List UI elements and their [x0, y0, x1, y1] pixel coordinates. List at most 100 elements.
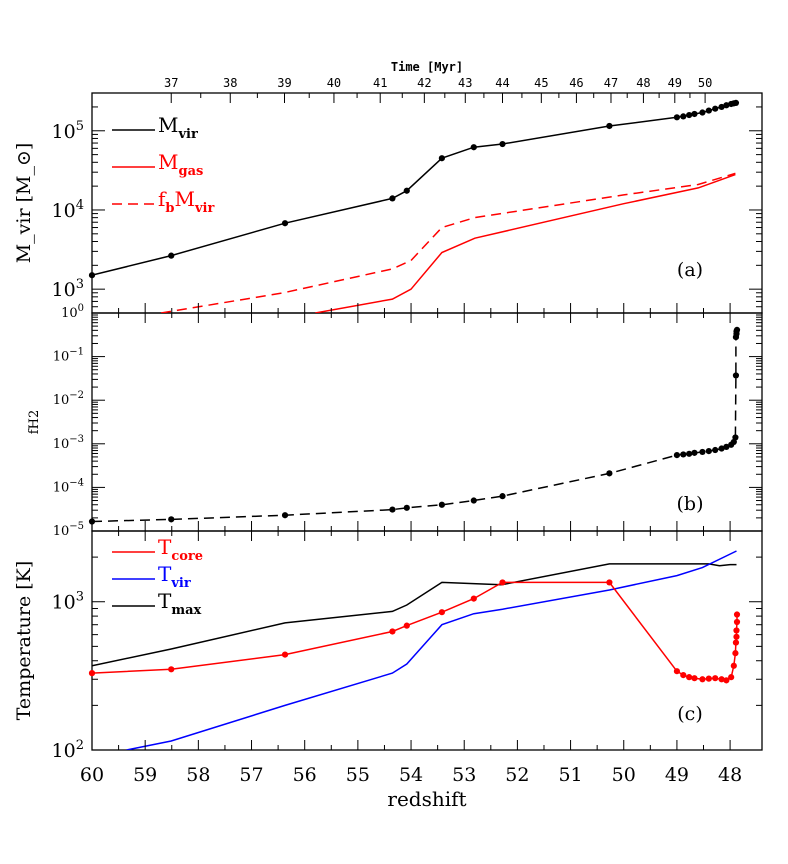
- data-point: [712, 446, 719, 454]
- x-tick-label: 58: [186, 764, 210, 786]
- data-point: [699, 448, 706, 456]
- data-point: [705, 448, 712, 455]
- x-tick-label: 54: [399, 764, 423, 786]
- data-point: [699, 676, 706, 683]
- data-point: [733, 326, 741, 333]
- data-point: [403, 504, 410, 511]
- data-point: [281, 512, 289, 519]
- x-tick-label: 60: [80, 764, 104, 786]
- data-point: [470, 497, 477, 504]
- series-line-t-vir: [126, 550, 737, 750]
- data-point: [712, 675, 719, 682]
- data-point: [723, 443, 730, 450]
- top-tick-label: 43: [458, 76, 472, 90]
- panel-b-frame: [91, 312, 763, 532]
- legend-label: Mvir: [158, 113, 198, 142]
- data-point: [403, 187, 410, 194]
- y-tick-label: 10−1: [53, 347, 84, 365]
- data-point: [733, 627, 740, 634]
- data-point: [88, 670, 96, 677]
- data-point: [732, 99, 740, 106]
- panel-c-label: (c): [677, 703, 702, 725]
- data-point: [733, 611, 741, 618]
- x-tick-label: 49: [665, 764, 689, 786]
- data-point: [718, 676, 725, 683]
- legend-label: Mgas: [158, 150, 203, 179]
- data-point: [712, 105, 719, 112]
- series-line-fh2: [92, 329, 738, 523]
- y-tick-label: 103: [52, 277, 84, 301]
- data-point: [168, 252, 175, 259]
- x-tick-label: 59: [133, 764, 157, 786]
- data-point: [606, 470, 613, 477]
- data-point: [499, 493, 506, 500]
- top-tick-label: 46: [569, 76, 583, 90]
- data-point: [438, 609, 445, 616]
- axis-labels: Time [Myr] redshift M_vir [M_⊙] (a) fH2 (b)…: [13, 60, 704, 811]
- series-line-m-gas: [315, 173, 736, 313]
- data-point: [606, 122, 613, 130]
- series-line-t-core: [92, 581, 738, 682]
- data-point: [718, 445, 725, 452]
- y-tick-label: 10−4: [53, 477, 84, 495]
- data-point: [686, 450, 693, 457]
- data-point: [686, 674, 693, 681]
- top-tick-label: 42: [417, 76, 431, 90]
- data-point: [389, 506, 396, 513]
- data-point: [88, 272, 96, 279]
- y-tick-label: 100: [61, 303, 84, 321]
- x-tick-label: 53: [452, 764, 476, 786]
- y-tick-label: 10−5: [53, 521, 84, 539]
- x-tick-label: 56: [293, 764, 317, 786]
- data-point: [730, 662, 737, 669]
- data-point: [705, 675, 712, 682]
- panel-a-ylabel: M_vir [M_⊙]: [13, 143, 35, 264]
- data-point: [699, 109, 706, 116]
- x-tick-label: 50: [612, 764, 636, 786]
- data-point: [403, 622, 410, 629]
- x-axis-title: redshift: [387, 787, 466, 811]
- legend-label: Tvir: [158, 562, 191, 591]
- top-tick-label: 38: [223, 76, 237, 90]
- data-point: [499, 140, 506, 148]
- data-point: [281, 220, 289, 227]
- panel-a-label: (a): [677, 259, 703, 281]
- top-axis-title: Time [Myr]: [391, 60, 463, 74]
- data-point: [470, 595, 477, 602]
- y-tick-label: 10−3: [53, 434, 84, 452]
- top-tick-label: 37: [164, 76, 178, 90]
- data-point: [718, 103, 725, 111]
- top-tick-label: 49: [668, 76, 682, 90]
- legend-label: Tmax: [158, 589, 202, 618]
- data-point: [606, 579, 613, 586]
- data-point: [438, 155, 445, 162]
- data-point: [733, 618, 741, 626]
- x-tick-label: 48: [718, 764, 742, 786]
- data-point: [281, 651, 289, 658]
- data-point: [732, 650, 739, 657]
- data-point: [168, 516, 175, 523]
- data-point: [680, 113, 687, 120]
- y-tick-label: 102: [52, 738, 84, 762]
- panel-c-frame: [91, 530, 763, 751]
- x-tick-label: 51: [558, 764, 582, 786]
- panel-frames: [91, 92, 763, 751]
- data-point: [499, 579, 506, 586]
- x-tick-label: 52: [505, 764, 529, 786]
- x-tick-label: 55: [346, 764, 370, 786]
- data-point: [438, 501, 445, 508]
- x-tick-label: 57: [239, 764, 263, 786]
- y-tick-label: 103: [52, 590, 84, 614]
- top-tick-label: 44: [495, 76, 509, 90]
- panel-b-ylabel: fH2: [27, 410, 42, 434]
- data-series: [88, 99, 741, 750]
- data-point: [686, 111, 693, 119]
- legend-label: fbMvir: [158, 187, 214, 216]
- panel-b-label: (b): [677, 493, 704, 515]
- data-point: [733, 633, 740, 640]
- top-tick-label: 41: [373, 76, 387, 90]
- data-point: [680, 451, 687, 458]
- data-point: [691, 675, 698, 682]
